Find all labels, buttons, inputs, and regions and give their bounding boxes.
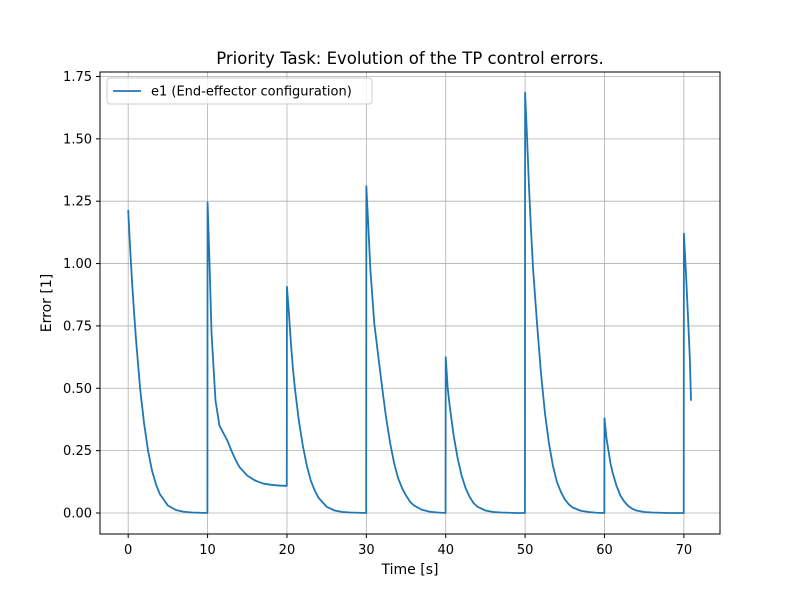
series-layer xyxy=(127,91,692,514)
x-tick-label: 30 xyxy=(358,543,375,558)
y-tick-label: 1.25 xyxy=(63,195,92,210)
x-tick-label: 70 xyxy=(676,543,693,558)
y-tick-label: 0.50 xyxy=(63,382,92,397)
plot-area-frame xyxy=(99,71,721,535)
legend: e1 (End-effector configuration) xyxy=(106,77,373,105)
y-tick-label: 0.25 xyxy=(63,444,92,459)
y-axis: 0.00 0.25 0.50 0.75 1.00 1.25 1.50 1.75 xyxy=(63,70,100,521)
y-tick-label: 1.75 xyxy=(63,70,92,85)
chart-title: Priority Task: Evolution of the TP contr… xyxy=(216,49,604,68)
series-line xyxy=(127,91,692,514)
y-tick-label: 0.75 xyxy=(63,319,92,334)
x-tick-label: 50 xyxy=(517,543,534,558)
legend-label: e1 (End-effector configuration) xyxy=(151,85,352,100)
x-axis: 0 10 20 30 40 50 60 70 xyxy=(124,534,692,558)
legend-box xyxy=(106,77,373,105)
x-tick-label: 10 xyxy=(199,543,216,558)
x-tick-label: 20 xyxy=(279,543,296,558)
x-tick-label: 60 xyxy=(596,543,613,558)
x-axis-label: Time [s] xyxy=(381,562,439,578)
y-tick-label: 0.00 xyxy=(63,506,92,521)
y-axis-label: Error [1] xyxy=(39,274,55,332)
y-tick-label: 1.00 xyxy=(63,257,92,272)
x-tick-label: 40 xyxy=(437,543,454,558)
x-tick-label: 0 xyxy=(124,543,132,558)
y-tick-label: 1.50 xyxy=(63,132,92,147)
